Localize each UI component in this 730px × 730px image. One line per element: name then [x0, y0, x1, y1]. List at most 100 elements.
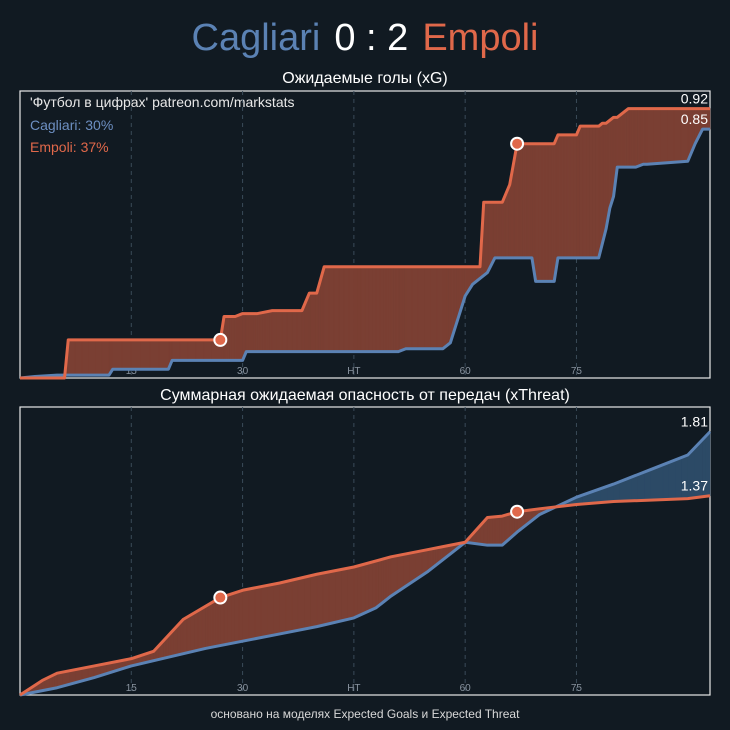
- xg-difference-fill: [385, 266, 389, 352]
- xg-difference-fill: [569, 134, 574, 259]
- xthreat-difference-fill: [234, 591, 240, 644]
- xthreat-difference-fill: [506, 513, 510, 542]
- xg-cagliari-end-label: 0.85: [681, 111, 708, 127]
- xg-difference-fill: [538, 143, 543, 282]
- xthreat-difference-fill: [380, 558, 384, 605]
- xthreat-difference-fill: [210, 601, 214, 648]
- xthreat-plot-frame: [19, 406, 711, 696]
- xthreat-difference-fill: [267, 583, 274, 637]
- xthreat-difference-fill: [260, 585, 268, 638]
- xg-difference-fill: [379, 266, 384, 352]
- xthreat-difference-fill: [175, 623, 179, 656]
- xg-x-tick-label: 30: [237, 366, 249, 377]
- xthreat-goal-marker: [510, 504, 525, 519]
- xthreat-difference-fill: [662, 461, 670, 500]
- xthreat-difference-fill: [396, 554, 404, 593]
- xg-difference-fill: [95, 339, 103, 376]
- xthreat-empoli-end-label: 1.37: [681, 478, 708, 494]
- xthreat-x-tick-label: 15: [126, 683, 138, 694]
- xthreat-difference-fill: [492, 516, 496, 546]
- xg-difference-fill: [364, 266, 370, 352]
- xthreat-difference-fill: [631, 473, 639, 502]
- xthreat-cagliari-line: [19, 430, 712, 697]
- xg-difference-fill: [101, 339, 110, 376]
- xthreat-difference-fill: [650, 466, 658, 501]
- xg-difference-fill: [653, 108, 661, 165]
- xg-difference-fill: [267, 310, 271, 352]
- xg-difference-fill: [276, 310, 283, 352]
- xg-difference-fill: [550, 143, 555, 282]
- xthreat-difference-fill: [489, 516, 493, 546]
- xthreat-difference-fill: [668, 459, 676, 500]
- xg-difference-fill: [338, 266, 345, 352]
- xthreat-difference-fill: [248, 587, 256, 641]
- xg-chart-panel: Ожидаемые голы (xG) 'Футбол в цифрах' pa…: [19, 70, 711, 380]
- xthreat-difference-fill: [499, 515, 503, 546]
- xthreat-difference-fill: [372, 560, 377, 610]
- xg-difference-fill: [259, 312, 263, 352]
- xthreat-difference-fill: [304, 575, 311, 630]
- xg-difference-fill: [393, 266, 397, 352]
- xthreat-x-tick-label: 30: [237, 683, 249, 694]
- xthreat-difference-fill: [378, 559, 382, 607]
- xthreat-difference-fill: [217, 597, 221, 647]
- xthreat-difference-fill: [487, 516, 491, 546]
- xthreat-difference-fill: [347, 566, 355, 620]
- xg-difference-fill: [592, 125, 596, 259]
- xg-difference-fill: [149, 339, 160, 370]
- xg-x-tick-label: HT: [347, 366, 360, 377]
- xg-difference-fill: [595, 125, 600, 259]
- xthreat-difference-fill: [205, 604, 209, 649]
- away-team-name: Empoli: [422, 17, 539, 59]
- xthreat-difference-fill: [364, 562, 370, 614]
- xg-legend-source: 'Футбол в цифрах' patreon.com/markstats: [30, 94, 295, 110]
- xg-difference-fill: [360, 266, 366, 352]
- xg-difference-fill: [544, 143, 549, 282]
- xthreat-empoli-line: [19, 494, 711, 697]
- xg-chart-title: Ожидаемые голы (xG): [282, 70, 447, 87]
- xthreat-difference-fill: [335, 569, 342, 623]
- xg-difference-fill: [395, 266, 399, 352]
- xg-difference-fill: [566, 134, 571, 259]
- xthreat-difference-fill: [316, 572, 324, 628]
- xthreat-x-tick-label: 60: [460, 683, 472, 694]
- xg-difference-fill: [281, 310, 288, 352]
- xg-difference-fill: [74, 339, 83, 376]
- xg-cagliari-line: [19, 127, 710, 380]
- xthreat-difference-fill: [207, 602, 211, 649]
- xg-difference-fill: [372, 266, 377, 352]
- xg-difference-fill: [541, 143, 546, 282]
- xthreat-x-tick-label: 75: [571, 683, 583, 694]
- xg-difference-fill: [257, 312, 261, 352]
- xthreat-difference-fill: [328, 570, 336, 625]
- xg-difference-fill: [563, 134, 568, 259]
- xthreat-difference-fill: [637, 471, 645, 501]
- home-team-name: Cagliari: [191, 17, 321, 59]
- xg-difference-fill: [388, 266, 392, 352]
- xg-difference-fill: [323, 266, 330, 352]
- xthreat-difference-fill: [383, 557, 387, 603]
- xg-difference-fill: [436, 266, 444, 350]
- xthreat-difference-fill: [390, 555, 398, 597]
- xg-difference-fill: [405, 266, 413, 350]
- xthreat-difference-fill: [322, 571, 330, 626]
- xg-difference-fill: [333, 266, 340, 352]
- xthreat-difference-fill: [215, 598, 219, 647]
- xthreat-difference-fill: [180, 618, 184, 655]
- xthreat-difference-fill: [194, 610, 199, 652]
- xg-difference-fill: [269, 310, 273, 352]
- match-score: 0 : 2: [334, 17, 409, 59]
- xthreat-difference-fill: [212, 599, 216, 648]
- xthreat-cagliari-end-label: 1.81: [681, 414, 708, 430]
- xg-difference-fill: [140, 339, 151, 370]
- xthreat-difference-fill: [353, 565, 358, 619]
- xg-legend-away: Empoli: 37%: [30, 139, 109, 155]
- xg-difference-fill: [291, 310, 298, 352]
- xg-difference-fill: [560, 134, 565, 259]
- xg-legend-home: Cagliari: 30%: [30, 117, 113, 133]
- xthreat-difference-fill: [504, 514, 508, 544]
- xg-empoli-end-label: 0.92: [681, 91, 708, 107]
- xg-difference-fill: [586, 125, 590, 259]
- xthreat-difference-fill: [177, 621, 182, 656]
